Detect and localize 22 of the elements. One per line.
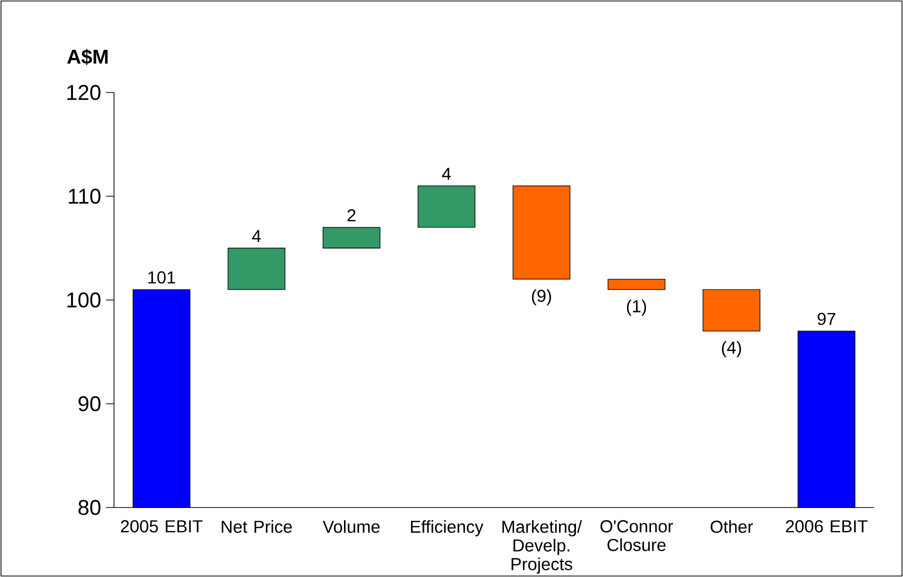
x-tick-label: Efficiency xyxy=(410,520,484,536)
x-tick-label: 2006 EBIT xyxy=(786,520,868,532)
y-tick-label: 120 xyxy=(67,84,100,100)
x-tick-label: 2005 EBIT xyxy=(120,520,203,532)
x-tick-label: Net Price xyxy=(222,520,292,533)
data-label: 4 xyxy=(252,230,261,242)
y-tick-label: 90 xyxy=(78,396,100,412)
data-label: (9) xyxy=(532,289,552,306)
y-tick-label: 110 xyxy=(68,188,100,204)
data-label: 101 xyxy=(148,271,176,284)
data-label: 4 xyxy=(442,168,451,180)
x-tick-label: Volume xyxy=(322,520,380,533)
x-tick-label: Other xyxy=(710,520,753,533)
data-label: 97 xyxy=(818,312,836,326)
x-tick-label: Marketing/ Develp. Projects xyxy=(502,520,582,574)
y-tick-label: 80 xyxy=(78,500,100,516)
data-label: 2 xyxy=(348,209,356,222)
data-label: (4) xyxy=(722,341,742,358)
y-tick-label: 100 xyxy=(67,292,100,308)
data-label: (1) xyxy=(626,300,646,316)
chart-title: A$M xyxy=(67,48,108,66)
x-tick-label: O'Connor Closure xyxy=(600,520,674,552)
